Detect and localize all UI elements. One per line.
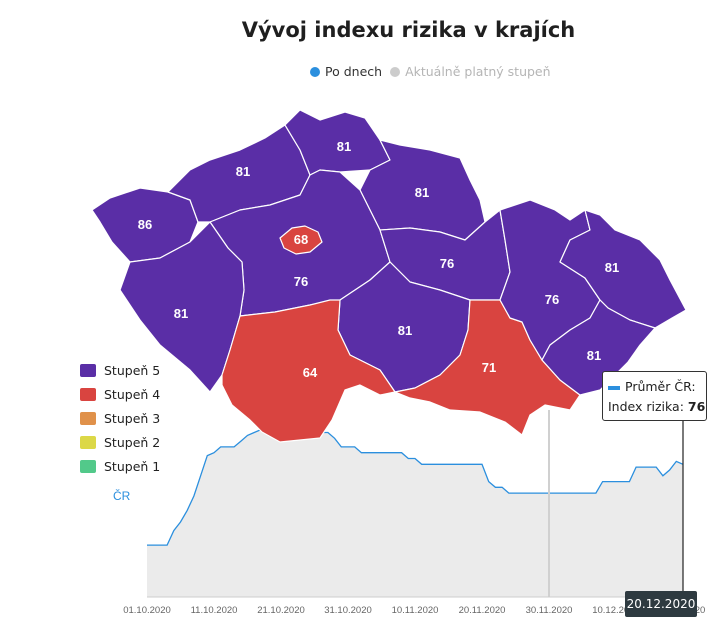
- legend-label: Stupeň 1: [104, 458, 161, 474]
- toggle-aktualni-stupen[interactable]: Aktuálně platný stupeň: [390, 64, 551, 79]
- label-zlinsky: 81: [587, 348, 601, 363]
- legend-label: Stupeň 3: [104, 410, 161, 426]
- tooltip-title: Průměr ČR:: [625, 379, 696, 394]
- risk-level-legend: Stupeň 5 Stupeň 4 Stupeň 3 Stupeň 2 Stup…: [80, 358, 160, 478]
- tooltip: Průměr ČR: Index rizika: 76: [602, 371, 707, 421]
- tooltip-value: 76: [687, 399, 706, 414]
- legend-label: Stupeň 2: [104, 434, 161, 450]
- x-tick-label: 31.10.2020: [324, 605, 372, 616]
- region-labels: 86 81 81 81 68 76 76 81 81 64 71 76 81 8…: [138, 139, 619, 380]
- legend-swatch: [80, 435, 96, 449]
- label-olomoucky: 76: [545, 292, 559, 307]
- x-tick-label: 10.11.2020: [392, 605, 439, 616]
- toggle-aktualni-stupen-label: Aktuálně platný stupeň: [405, 64, 551, 79]
- legend-label: Stupeň 5: [104, 362, 161, 378]
- label-karlovarsky: 86: [138, 217, 152, 232]
- czech-map: [91, 109, 687, 443]
- legend-item-stupen-3[interactable]: Stupeň 3: [80, 406, 160, 430]
- label-pardubicky: 76: [440, 256, 454, 271]
- x-tick-label: 30.11.2020: [526, 605, 573, 616]
- date-badge: 20.12.2020: [625, 591, 697, 617]
- toggle-po-dnech-dot: [310, 66, 320, 77]
- x-tick-label: 01.10.2020: [123, 605, 171, 616]
- legend-swatch: [80, 363, 96, 377]
- legend-item-stupen-5[interactable]: Stupeň 5: [80, 358, 160, 382]
- legend-swatch: [80, 387, 96, 401]
- view-toggles: Po dnech Aktuálně platný stupeň: [310, 64, 551, 79]
- label-plzensky: 81: [174, 306, 188, 321]
- region-karlovarsky[interactable]: [91, 187, 199, 263]
- region-praha[interactable]: [279, 225, 323, 255]
- label-liberecky: 81: [337, 139, 351, 154]
- x-tick-label: 20.11.2020: [459, 605, 506, 616]
- series-label: ČR: [113, 488, 131, 503]
- page-title: Vývoj indexu rizika v krajích: [241, 18, 576, 42]
- label-kralovehradecky: 81: [415, 185, 429, 200]
- legend-item-stupen-1[interactable]: Stupeň 1: [80, 454, 160, 478]
- region-jihocesky[interactable]: [221, 299, 396, 443]
- legend-item-stupen-4[interactable]: Stupeň 4: [80, 382, 160, 406]
- toggle-po-dnech-label: Po dnech: [325, 64, 383, 79]
- label-vysocina: 81: [398, 323, 412, 338]
- cr-line: [147, 428, 684, 546]
- national-index-chart: ČR 01.10.2020 11.10.2020 21.10.2020 31.10.20…: [113, 410, 705, 616]
- legend-label: Stupeň 4: [104, 386, 161, 402]
- x-tick-label: 10.12.2020: [592, 605, 640, 616]
- label-moravskoslezsky: 81: [605, 260, 619, 275]
- region-zlinsky[interactable]: [541, 299, 656, 396]
- x-tick-label: 20: [695, 605, 706, 616]
- legend-swatch: [80, 411, 96, 425]
- label-praha: 68: [294, 232, 308, 247]
- x-tick-label: 11.10.2020: [191, 605, 238, 616]
- tooltip-series-swatch: [608, 385, 620, 390]
- toggle-aktualni-stupen-dot: [390, 66, 401, 77]
- tooltip-value-label: Index rizika:: [608, 399, 684, 414]
- legend-swatch: [80, 459, 96, 473]
- cr-area: [147, 429, 683, 597]
- label-ustecky: 81: [236, 164, 250, 179]
- label-stredocesky: 76: [294, 274, 308, 289]
- label-jihomoravsky: 71: [482, 360, 496, 375]
- legend-item-stupen-2[interactable]: Stupeň 2: [80, 430, 160, 454]
- toggle-po-dnech[interactable]: Po dnech: [310, 64, 382, 79]
- label-jihocesky: 64: [303, 365, 318, 380]
- x-tick-label: 21.10.2020: [257, 605, 305, 616]
